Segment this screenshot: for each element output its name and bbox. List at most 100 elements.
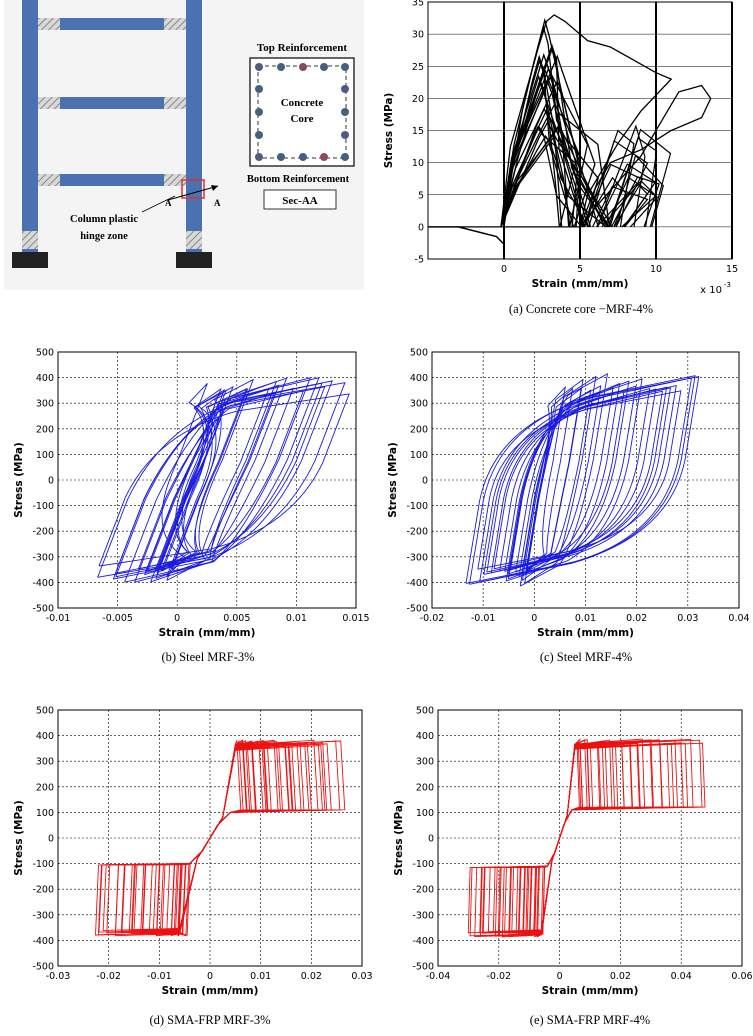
hysteresis-loop bbox=[515, 387, 614, 573]
y-tick-label: 400 bbox=[36, 731, 54, 742]
x-tick-label: 0 bbox=[174, 613, 180, 624]
flag-loop-negative bbox=[95, 837, 211, 936]
hysteresis-loop bbox=[504, 387, 651, 572]
x-tick-label: -0.04 bbox=[426, 971, 451, 982]
x-tick-label: -0.02 bbox=[420, 613, 445, 624]
concrete-cycle bbox=[605, 176, 657, 228]
concrete-cycle bbox=[500, 134, 607, 228]
hysteresis-loop bbox=[150, 377, 288, 583]
y-axis-label: Stress (MPa) bbox=[393, 800, 405, 876]
series-d bbox=[95, 739, 346, 937]
concrete-cycle bbox=[596, 124, 646, 228]
hysteresis-loop bbox=[97, 382, 346, 578]
x-axis-label: Strain (mm/mm) bbox=[159, 627, 256, 639]
x-tick-label: -0.01 bbox=[471, 613, 496, 624]
x-tick-label: 15 bbox=[726, 264, 738, 275]
concrete-envelope bbox=[458, 14, 673, 228]
hysteresis-loop bbox=[524, 375, 597, 584]
y-tick-label: 300 bbox=[410, 399, 428, 410]
hysteresis-loop bbox=[486, 387, 672, 573]
y-tick-label: -300 bbox=[412, 910, 434, 921]
x-tick-label: -0.03 bbox=[46, 971, 71, 982]
series-concrete bbox=[428, 14, 712, 247]
x-tick-label: 10 bbox=[650, 264, 662, 275]
y-tick-label: 0 bbox=[48, 476, 54, 487]
hysteresis-loop bbox=[156, 385, 234, 574]
y-tick-label: 100 bbox=[36, 450, 54, 461]
y-tick-label: 0 bbox=[418, 222, 424, 233]
hysteresis-loop bbox=[144, 384, 280, 576]
concrete-compression-tail bbox=[428, 226, 505, 247]
y-tick-label: 100 bbox=[410, 450, 428, 461]
y-tick-label: 20 bbox=[412, 94, 424, 105]
y-tick-label: 200 bbox=[36, 424, 54, 435]
x-tick-label: 0.01 bbox=[286, 613, 307, 624]
x-tick-label: 0.01 bbox=[575, 613, 596, 624]
y-tick-label: -400 bbox=[412, 936, 434, 947]
figure-caption: (e) SMA-FRP MRF-4% bbox=[530, 1013, 650, 1027]
x-tick-label: 0.04 bbox=[671, 971, 692, 982]
figure-caption: (a) Concrete core −MRF-4% bbox=[509, 302, 653, 316]
concrete-cycle bbox=[500, 25, 592, 228]
y-tick-label: -100 bbox=[32, 501, 54, 512]
y-tick-label: -100 bbox=[32, 859, 54, 870]
y-axis-label: Stress (MPa) bbox=[383, 93, 395, 169]
series-e bbox=[467, 738, 706, 938]
y-tick-label: -400 bbox=[32, 936, 54, 947]
x-tick-label: 0 bbox=[531, 613, 537, 624]
x-tick-label: 0.06 bbox=[731, 971, 752, 982]
hysteresis-loop bbox=[477, 390, 682, 570]
y-tick-label: 10 bbox=[412, 158, 424, 169]
concrete-outer-loop bbox=[579, 84, 712, 228]
y-tick-label: -100 bbox=[412, 859, 434, 870]
x-tick-label: 0.02 bbox=[626, 613, 647, 624]
y-tick-label: 0 bbox=[48, 834, 54, 845]
x-axis-label: Strain (mm/mm) bbox=[542, 985, 639, 997]
y-tick-label: -200 bbox=[412, 885, 434, 896]
hysteresis-loop bbox=[493, 390, 663, 570]
y-tick-label: 400 bbox=[410, 373, 428, 384]
y-tick-label: -500 bbox=[32, 962, 54, 973]
hysteresis-loop bbox=[483, 384, 677, 575]
concrete-cycle bbox=[582, 176, 628, 228]
x-tick-label: 5 bbox=[577, 264, 583, 275]
y-tick-label: 35 bbox=[412, 0, 424, 9]
y-tick-label: -200 bbox=[32, 527, 54, 538]
y-tick-label: -500 bbox=[32, 604, 54, 615]
y-tick-label: -300 bbox=[32, 552, 54, 563]
y-tick-label: 300 bbox=[36, 757, 54, 768]
concrete-cycle bbox=[500, 47, 608, 228]
concrete-cycle bbox=[500, 125, 583, 228]
x-axis-label: Strain (mm/mm) bbox=[532, 278, 629, 290]
y-tick-label: 200 bbox=[36, 782, 54, 793]
series-b bbox=[97, 377, 350, 583]
y-tick-label: -500 bbox=[406, 604, 428, 615]
x-tick-label: 0.015 bbox=[342, 613, 369, 624]
y-tick-label: 5 bbox=[418, 190, 424, 201]
x-tick-label: 0.03 bbox=[677, 613, 698, 624]
y-tick-label: 500 bbox=[410, 348, 428, 359]
x-tick-label: -0.01 bbox=[147, 971, 172, 982]
y-tick-label: 25 bbox=[412, 62, 424, 73]
y-tick-label: -400 bbox=[32, 578, 54, 589]
y-tick-label: 500 bbox=[36, 348, 54, 359]
figure-caption: (b) Steel MRF-3% bbox=[161, 650, 254, 664]
concrete-cycle bbox=[500, 134, 613, 228]
concrete-cycle bbox=[592, 185, 649, 228]
x-tick-label: 0.005 bbox=[223, 613, 250, 624]
concrete-cycle bbox=[500, 107, 561, 228]
series-c bbox=[465, 373, 700, 587]
y-axis-label: Stress (MPa) bbox=[13, 442, 25, 518]
x-tick-label: -0.005 bbox=[102, 613, 133, 624]
x-tick-label: 0.01 bbox=[250, 971, 271, 982]
flag-loop-negative bbox=[467, 837, 561, 934]
y-tick-label: 400 bbox=[36, 373, 54, 384]
x-multiplier-exponent: -3 bbox=[724, 281, 731, 289]
hysteresis-loop bbox=[98, 393, 350, 567]
y-tick-label: 100 bbox=[416, 808, 434, 819]
hysteresis-loop bbox=[521, 385, 602, 575]
y-axis-label: Stress (MPa) bbox=[387, 442, 399, 518]
